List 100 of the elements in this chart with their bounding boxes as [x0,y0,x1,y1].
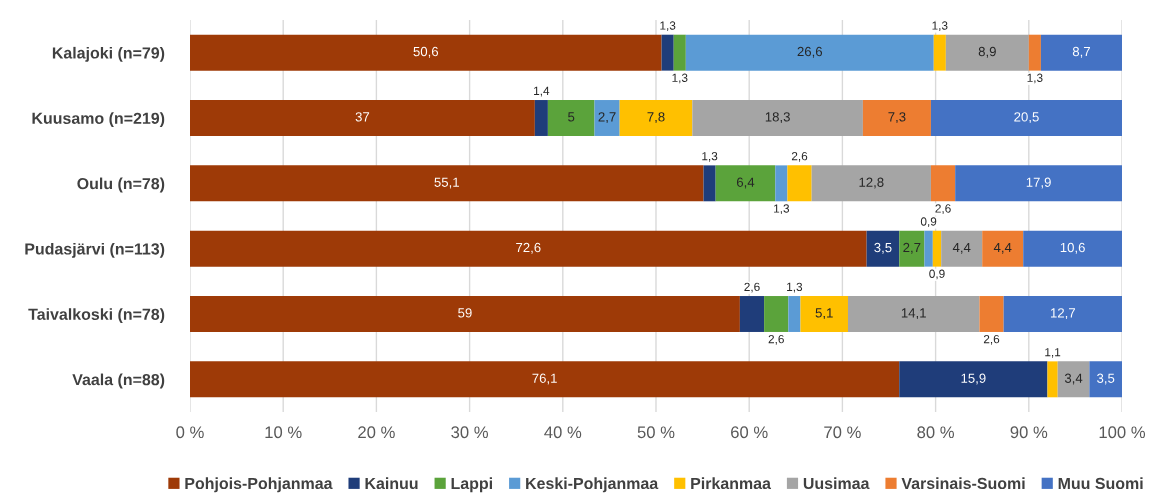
data-label: 10,6 [1060,242,1085,254]
x-tick-label: 90 % [1010,426,1048,439]
bar [692,100,863,136]
data-label: 1,3 [787,282,803,293]
data-label: 4,4 [952,243,971,254]
data-label: 2,6 [791,152,808,162]
data-label: 2,6 [744,282,760,293]
data-label: 50,6 [413,46,439,58]
y-tick-label: Vaala (n=88) [72,373,165,389]
bar [847,296,980,332]
data-label: 14,1 [901,308,926,320]
bar [739,296,765,332]
bar [1089,361,1122,398]
bar [673,34,686,71]
bar [619,100,693,136]
bar [764,296,789,332]
data-label: 5,1 [815,308,833,320]
x-tick-label: 20 % [358,426,395,439]
data-label: 1,3 [672,73,688,84]
data-label: 12,8 [859,177,884,189]
data-label: 1,3 [774,204,790,215]
data-label: 7,3 [888,112,906,124]
legend-label: Muu Suomi [1058,477,1143,490]
data-label: 2,6 [983,334,1000,345]
bar [788,296,801,332]
x-tick-label: 10 % [265,426,302,439]
bar [1023,230,1122,267]
data-label: 4,4 [993,243,1012,254]
bar [945,34,1029,71]
legend-label: Lappi [451,477,492,493]
data-label: 1,4 [534,86,550,97]
legend-label: Pirkanmaa [691,477,772,490]
bar [932,230,942,267]
legend-label: Uusimaa [803,477,870,490]
data-label: 2,6 [768,334,784,345]
y-tick-label: Kuusamo (n=219) [32,112,165,128]
x-tick-label: 40 % [544,426,582,439]
bar [930,165,956,202]
x-tick-label: 80 % [917,426,954,439]
bar [1057,361,1090,398]
data-label: 55,1 [434,177,459,189]
data-label: 0,9 [929,269,945,280]
bar [703,165,716,202]
data-label: 5 [568,112,575,122]
data-label: 12,7 [1050,308,1075,320]
x-tick-label: 100 % [1099,426,1146,439]
x-tick-label: 60 % [731,426,768,439]
data-label: 8,7 [1072,46,1090,58]
data-label: 20,5 [1014,112,1039,124]
data-label: 2,6 [935,204,951,215]
data-label: 2,7 [598,112,616,124]
bar [930,100,1122,136]
bar [1047,361,1058,398]
data-label: 37 [355,112,370,122]
x-tick-label: 30 % [451,426,488,439]
x-tick-label: 70 % [824,426,861,439]
data-label: 26,6 [797,46,823,58]
data-label: 1,3 [660,21,676,32]
data-label: 3,5 [874,242,892,254]
data-label: 1,3 [932,21,948,32]
bar [955,165,1122,202]
x-tick-label: 0 % [176,426,204,439]
bar [979,296,1004,332]
data-label: 8,9 [978,46,996,58]
bar [594,100,620,136]
bar [1028,34,1041,71]
bar [811,165,931,202]
bar [547,100,595,136]
data-label: 72,6 [516,242,541,254]
data-label: 17,9 [1026,177,1051,189]
bar [661,34,674,71]
data-label: 3,5 [1097,373,1115,385]
bar [866,230,900,267]
bar [1003,296,1122,332]
data-label: 1,1 [1045,348,1061,358]
data-label: 15,9 [961,373,986,385]
legend-label: Kainuu [365,477,418,490]
data-label: 0,9 [920,217,937,228]
y-tick-label: Kalajoki (n=79) [52,46,165,62]
bar [899,230,925,267]
x-tick-label: 50 % [637,426,675,439]
legend-label: Keski-Pohjanmaa [526,477,659,493]
bar [715,165,776,202]
bar [899,361,1048,398]
data-label: 1,3 [702,152,718,162]
data-label: 18,3 [765,112,790,124]
bar [941,230,983,267]
bar [775,165,788,202]
legend-label: Pohjois-Pohjanmaa [185,477,333,493]
data-label: 1,3 [1027,73,1043,84]
bar [924,230,933,267]
bar [190,296,740,332]
bar [787,165,812,202]
bar [190,165,704,202]
legend-label: Varsinais-Suomi [901,477,1025,490]
bar [982,230,1024,267]
bar [190,361,900,398]
y-tick-label: Pudasjärvi (n=113) [25,242,165,258]
data-label: 3,4 [1064,373,1083,385]
bar [190,34,662,71]
